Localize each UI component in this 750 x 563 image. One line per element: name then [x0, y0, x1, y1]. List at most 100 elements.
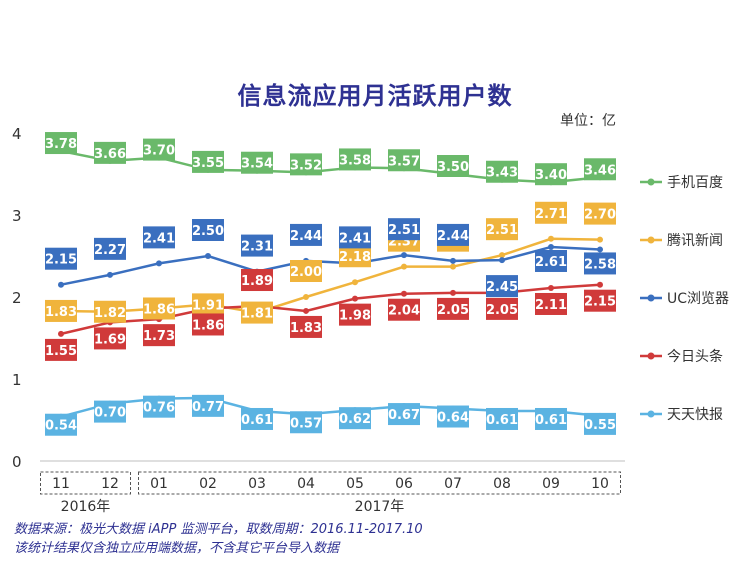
data-label: 3.52 — [290, 158, 322, 173]
data-label: 2.44 — [437, 229, 469, 244]
chart-title: 信息流应用月活跃用户数 — [237, 82, 513, 110]
data-label: 0.57 — [290, 416, 322, 431]
data-label-box — [339, 303, 371, 326]
data-point — [499, 252, 505, 259]
legend-label: UC浏览器 — [667, 291, 729, 307]
data-label-box — [486, 407, 518, 430]
data-label: 1.86 — [143, 302, 175, 317]
data-label-box — [143, 297, 175, 320]
y-tick-label: 0 — [12, 453, 22, 471]
data-label-box — [339, 226, 371, 249]
data-point — [450, 263, 456, 270]
data-label: 2.00 — [290, 265, 322, 280]
series-line — [60, 396, 601, 418]
data-label: 1.83 — [290, 321, 322, 336]
data-label-box — [535, 292, 567, 315]
data-point — [303, 307, 309, 314]
data-point — [597, 246, 603, 253]
data-label-box — [45, 247, 77, 270]
x-tick-label: 08 — [493, 476, 511, 492]
legend-marker — [647, 410, 655, 418]
data-label: 0.61 — [535, 413, 567, 428]
year-group-box — [40, 471, 131, 495]
data-label: 3.70 — [143, 144, 175, 159]
legend-label: 手机百度 — [667, 175, 723, 191]
x-tick-label: 10 — [591, 476, 609, 492]
data-label-box — [45, 338, 77, 361]
data-label: 3.46 — [584, 163, 616, 178]
data-label-box — [388, 149, 420, 172]
data-label-box — [290, 223, 322, 246]
data-label: 1.55 — [45, 344, 77, 359]
data-label-box — [192, 219, 224, 241]
source-note-line-2: 该统计结果仅含独立应用端数据，不含其它平台导入数据 — [14, 541, 340, 556]
data-label: 2.58 — [584, 257, 616, 272]
x-tick-label: 06 — [395, 476, 413, 492]
data-label-box — [94, 237, 126, 260]
series-line — [60, 245, 601, 286]
data-label: 3.57 — [388, 154, 420, 169]
data-label-box — [535, 407, 567, 430]
data-label-box — [584, 158, 616, 181]
data-point — [499, 257, 505, 264]
x-tick-label: 02 — [199, 476, 217, 492]
data-label-box — [437, 223, 469, 246]
data-label-box — [241, 234, 273, 257]
data-label-box — [143, 324, 175, 347]
data-point — [597, 236, 603, 243]
data-label: 2.41 — [143, 231, 175, 246]
data-label-box — [437, 405, 469, 428]
data-label: 2.71 — [535, 207, 567, 222]
data-point — [548, 284, 554, 291]
data-label-box — [192, 394, 224, 417]
series-line — [60, 237, 601, 314]
data-label: 1.91 — [192, 298, 224, 313]
data-point — [58, 281, 64, 288]
data-label-box — [290, 411, 322, 434]
data-label-box — [241, 151, 273, 174]
legend-marker — [647, 294, 655, 302]
data-label-box — [45, 413, 77, 436]
data-label-box — [437, 297, 469, 320]
data-label-box — [143, 226, 175, 249]
x-tick-label: 01 — [150, 476, 168, 492]
x-tick-label: 03 — [248, 476, 266, 492]
data-label: 1.89 — [241, 274, 273, 289]
data-label-box — [584, 289, 616, 312]
y-tick-label: 1 — [12, 371, 22, 389]
data-label-box — [290, 153, 322, 176]
data-label: 1.83 — [45, 305, 77, 320]
data-label-box — [486, 160, 518, 183]
legend-label: 天天快报 — [667, 407, 723, 423]
data-label-box — [94, 327, 126, 350]
data-label-box — [339, 148, 371, 171]
data-label: 2.51 — [388, 223, 420, 238]
data-label: 3.58 — [339, 153, 371, 168]
data-label-box — [388, 298, 420, 321]
data-point — [401, 252, 407, 259]
data-point — [597, 281, 603, 288]
data-label-box — [192, 313, 224, 336]
data-label: 0.76 — [143, 401, 175, 416]
data-label-box — [45, 299, 77, 322]
data-label: 1.98 — [339, 309, 371, 324]
data-point — [205, 253, 211, 259]
data-label: 1.82 — [94, 306, 126, 321]
data-label-box — [339, 245, 371, 268]
data-label-box — [584, 412, 616, 435]
data-label-box — [486, 218, 518, 241]
data-label: 3.54 — [241, 157, 273, 172]
data-label-box — [584, 252, 616, 275]
data-label: 0.70 — [94, 406, 126, 421]
data-label: 0.55 — [584, 418, 616, 433]
data-label-box — [535, 163, 567, 186]
data-label-box — [241, 407, 273, 430]
series-line — [60, 149, 601, 184]
data-point — [401, 290, 407, 297]
data-label: 0.64 — [437, 411, 469, 426]
data-label: 3.55 — [192, 156, 224, 171]
data-label: 3.78 — [45, 137, 77, 152]
data-point — [107, 271, 113, 278]
data-label: 3.43 — [486, 166, 518, 181]
x-tick-label: 09 — [542, 476, 560, 492]
